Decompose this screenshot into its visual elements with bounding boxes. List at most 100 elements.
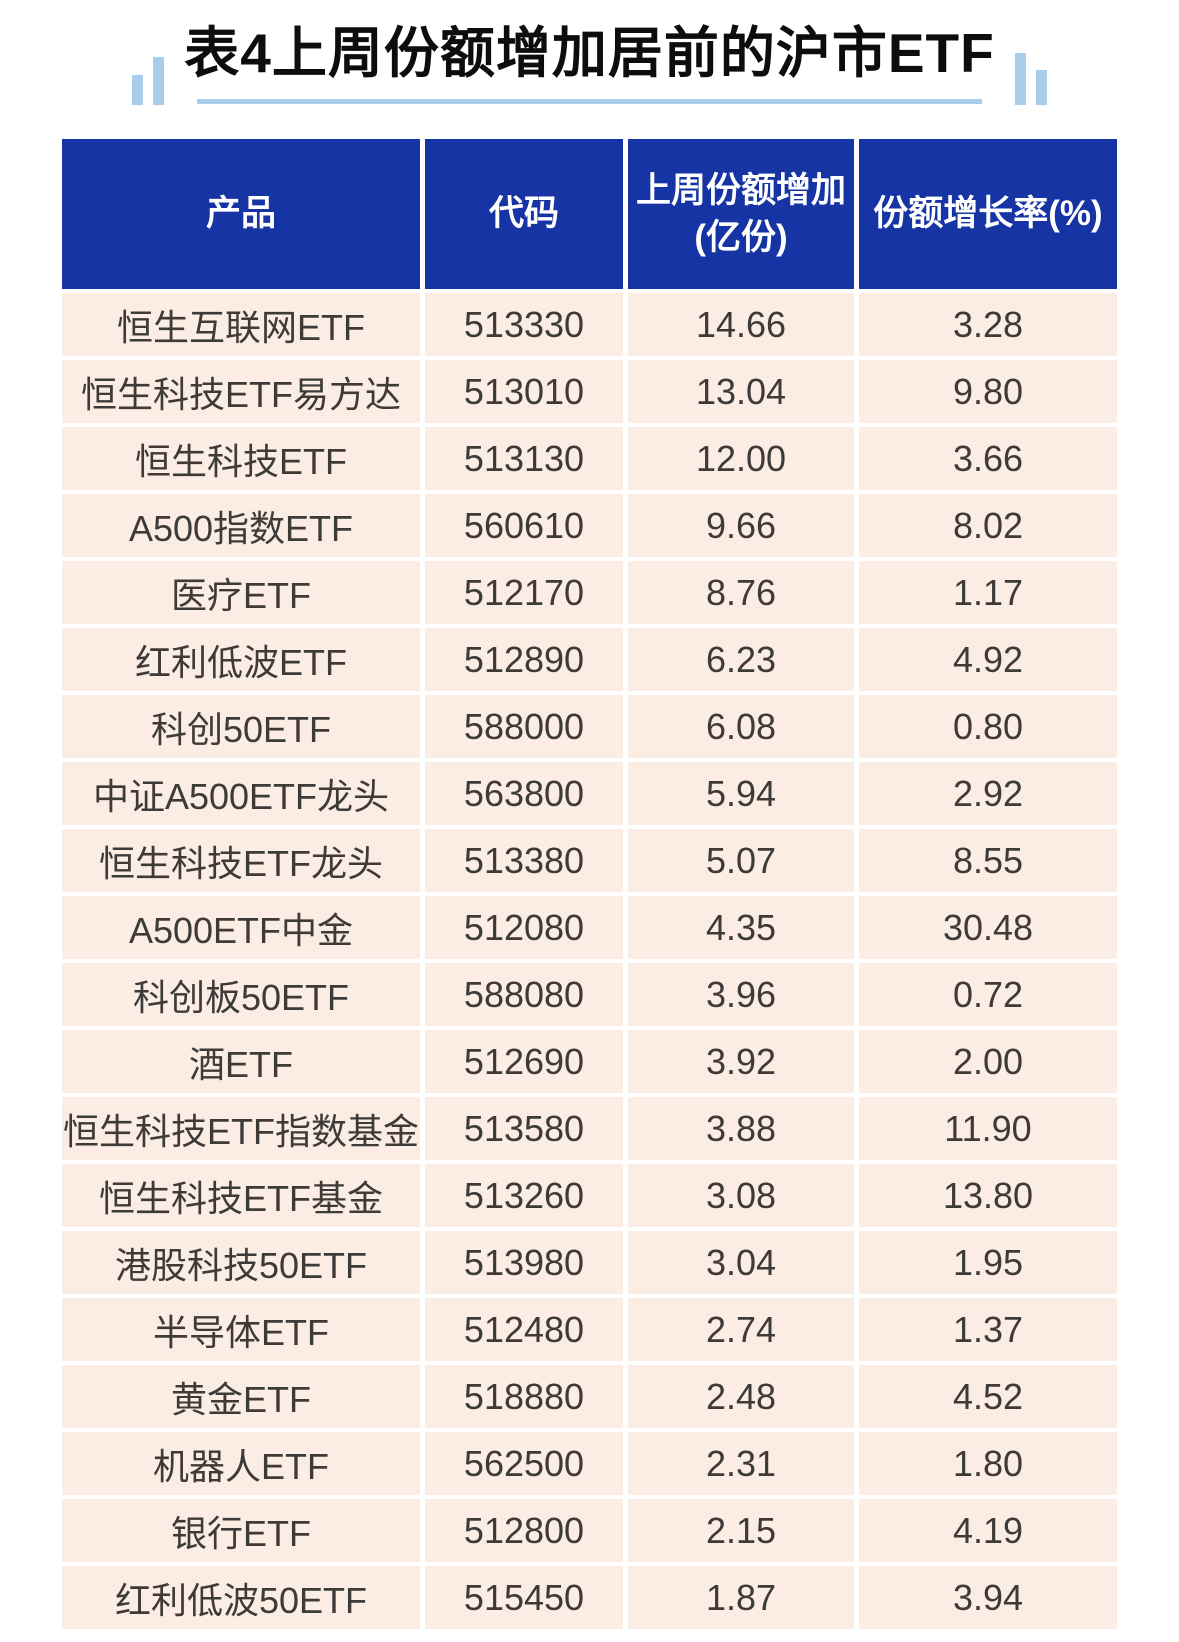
table-row: 恒生科技ETF基金 513260 3.08 13.80 bbox=[62, 1164, 1117, 1227]
table-row: 红利低波ETF 512890 6.23 4.92 bbox=[62, 628, 1117, 691]
title-accent-bars-right-icon bbox=[1015, 53, 1047, 105]
cell-growth-rate: 8.55 bbox=[859, 829, 1117, 892]
cell-code: 515450 bbox=[425, 1566, 623, 1629]
cell-share-increase: 3.04 bbox=[628, 1231, 854, 1294]
cell-code: 512800 bbox=[425, 1499, 623, 1562]
table-row: 科创板50ETF 588080 3.96 0.72 bbox=[62, 963, 1117, 1026]
cell-growth-rate: 1.37 bbox=[859, 1298, 1117, 1361]
cell-growth-rate: 9.80 bbox=[859, 360, 1117, 423]
cell-share-increase: 2.74 bbox=[628, 1298, 854, 1361]
cell-product: 恒生科技ETF基金 bbox=[62, 1164, 420, 1227]
cell-product: 银行ETF bbox=[62, 1499, 420, 1562]
cell-code: 588080 bbox=[425, 963, 623, 1026]
table-row: 恒生科技ETF龙头 513380 5.07 8.55 bbox=[62, 829, 1117, 892]
cell-share-increase: 3.96 bbox=[628, 963, 854, 1026]
cell-share-increase: 12.00 bbox=[628, 427, 854, 490]
table-row: A500指数ETF 560610 9.66 8.02 bbox=[62, 494, 1117, 557]
cell-growth-rate: 4.92 bbox=[859, 628, 1117, 691]
cell-growth-rate: 4.52 bbox=[859, 1365, 1117, 1428]
cell-growth-rate: 13.80 bbox=[859, 1164, 1117, 1227]
header-row: 产品 代码 上周份额增加 (亿份) 份额增长率(%) bbox=[62, 139, 1117, 289]
cell-code: 512480 bbox=[425, 1298, 623, 1361]
cell-code: 518880 bbox=[425, 1365, 623, 1428]
cell-growth-rate: 2.00 bbox=[859, 1030, 1117, 1093]
table-body: 恒生互联网ETF 513330 14.66 3.28 恒生科技ETF易方达 513010 1… bbox=[62, 293, 1117, 1629]
cell-share-increase: 13.04 bbox=[628, 360, 854, 423]
cell-code: 588000 bbox=[425, 695, 623, 758]
table-row: 恒生科技ETF易方达 513010 13.04 9.80 bbox=[62, 360, 1117, 423]
cell-product: 黄金ETF bbox=[62, 1365, 420, 1428]
table-row: 机器人ETF 562500 2.31 1.80 bbox=[62, 1432, 1117, 1495]
cell-share-increase: 6.08 bbox=[628, 695, 854, 758]
cell-growth-rate: 8.02 bbox=[859, 494, 1117, 557]
cell-growth-rate: 3.66 bbox=[859, 427, 1117, 490]
cell-product: 恒生科技ETF易方达 bbox=[62, 360, 420, 423]
accent-bar-icon bbox=[132, 75, 143, 105]
cell-product: 医疗ETF bbox=[62, 561, 420, 624]
cell-product: 中证A500ETF龙头 bbox=[62, 762, 420, 825]
cell-share-increase: 14.66 bbox=[628, 293, 854, 356]
cell-code: 560610 bbox=[425, 494, 623, 557]
cell-code: 513330 bbox=[425, 293, 623, 356]
cell-share-increase: 1.87 bbox=[628, 1566, 854, 1629]
cell-code: 563800 bbox=[425, 762, 623, 825]
cell-growth-rate: 1.17 bbox=[859, 561, 1117, 624]
cell-product: 酒ETF bbox=[62, 1030, 420, 1093]
table-row: A500ETF中金 512080 4.35 30.48 bbox=[62, 896, 1117, 959]
cell-product: 科创板50ETF bbox=[62, 963, 420, 1026]
cell-code: 513380 bbox=[425, 829, 623, 892]
cell-growth-rate: 0.72 bbox=[859, 963, 1117, 1026]
cell-share-increase: 5.07 bbox=[628, 829, 854, 892]
table-row: 中证A500ETF龙头 563800 5.94 2.92 bbox=[62, 762, 1117, 825]
cell-growth-rate: 3.94 bbox=[859, 1566, 1117, 1629]
table-row: 恒生科技ETF 513130 12.00 3.66 bbox=[62, 427, 1117, 490]
cell-share-increase: 2.15 bbox=[628, 1499, 854, 1562]
page-title: 表4上周份额增加居前的沪市ETF bbox=[184, 22, 995, 84]
cell-product: 恒生科技ETF指数基金 bbox=[62, 1097, 420, 1160]
cell-code: 512890 bbox=[425, 628, 623, 691]
cell-product: A500ETF中金 bbox=[62, 896, 420, 959]
cell-product: 恒生科技ETF bbox=[62, 427, 420, 490]
accent-bar-icon bbox=[1015, 53, 1026, 105]
title-underline bbox=[197, 99, 982, 104]
cell-share-increase: 4.35 bbox=[628, 896, 854, 959]
cell-code: 512170 bbox=[425, 561, 623, 624]
table-row: 科创50ETF 588000 6.08 0.80 bbox=[62, 695, 1117, 758]
cell-product: 半导体ETF bbox=[62, 1298, 420, 1361]
cell-code: 513980 bbox=[425, 1231, 623, 1294]
accent-bar-icon bbox=[153, 57, 164, 105]
table-row: 恒生科技ETF指数基金 513580 3.88 11.90 bbox=[62, 1097, 1117, 1160]
cell-growth-rate: 0.80 bbox=[859, 695, 1117, 758]
column-header-4: 份额增长率(%) bbox=[859, 139, 1117, 289]
column-header-1: 产品 bbox=[62, 139, 420, 289]
cell-product: 红利低波ETF bbox=[62, 628, 420, 691]
cell-share-increase: 9.66 bbox=[628, 494, 854, 557]
cell-share-increase: 3.88 bbox=[628, 1097, 854, 1160]
cell-code: 562500 bbox=[425, 1432, 623, 1495]
table-row: 酒ETF 512690 3.92 2.00 bbox=[62, 1030, 1117, 1093]
table-row: 银行ETF 512800 2.15 4.19 bbox=[62, 1499, 1117, 1562]
cell-product: 港股科技50ETF bbox=[62, 1231, 420, 1294]
cell-growth-rate: 4.19 bbox=[859, 1499, 1117, 1562]
table-row: 恒生互联网ETF 513330 14.66 3.28 bbox=[62, 293, 1117, 356]
cell-growth-rate: 11.90 bbox=[859, 1097, 1117, 1160]
cell-product: 机器人ETF bbox=[62, 1432, 420, 1495]
cell-product: 恒生科技ETF龙头 bbox=[62, 829, 420, 892]
cell-product: 恒生互联网ETF bbox=[62, 293, 420, 356]
title-area: 表4上周份额增加居前的沪市ETF bbox=[0, 0, 1179, 135]
cell-code: 513580 bbox=[425, 1097, 623, 1160]
cell-code: 512690 bbox=[425, 1030, 623, 1093]
cell-share-increase: 8.76 bbox=[628, 561, 854, 624]
column-header-3: 上周份额增加 (亿份) bbox=[628, 139, 854, 289]
table-row: 半导体ETF 512480 2.74 1.37 bbox=[62, 1298, 1117, 1361]
cell-share-increase: 6.23 bbox=[628, 628, 854, 691]
column-header-2: 代码 bbox=[425, 139, 623, 289]
cell-code: 513010 bbox=[425, 360, 623, 423]
table-row: 红利低波50ETF 515450 1.87 3.94 bbox=[62, 1566, 1117, 1629]
cell-growth-rate: 1.80 bbox=[859, 1432, 1117, 1495]
cell-share-increase: 3.08 bbox=[628, 1164, 854, 1227]
cell-share-increase: 3.92 bbox=[628, 1030, 854, 1093]
cell-growth-rate: 30.48 bbox=[859, 896, 1117, 959]
cell-growth-rate: 1.95 bbox=[859, 1231, 1117, 1294]
